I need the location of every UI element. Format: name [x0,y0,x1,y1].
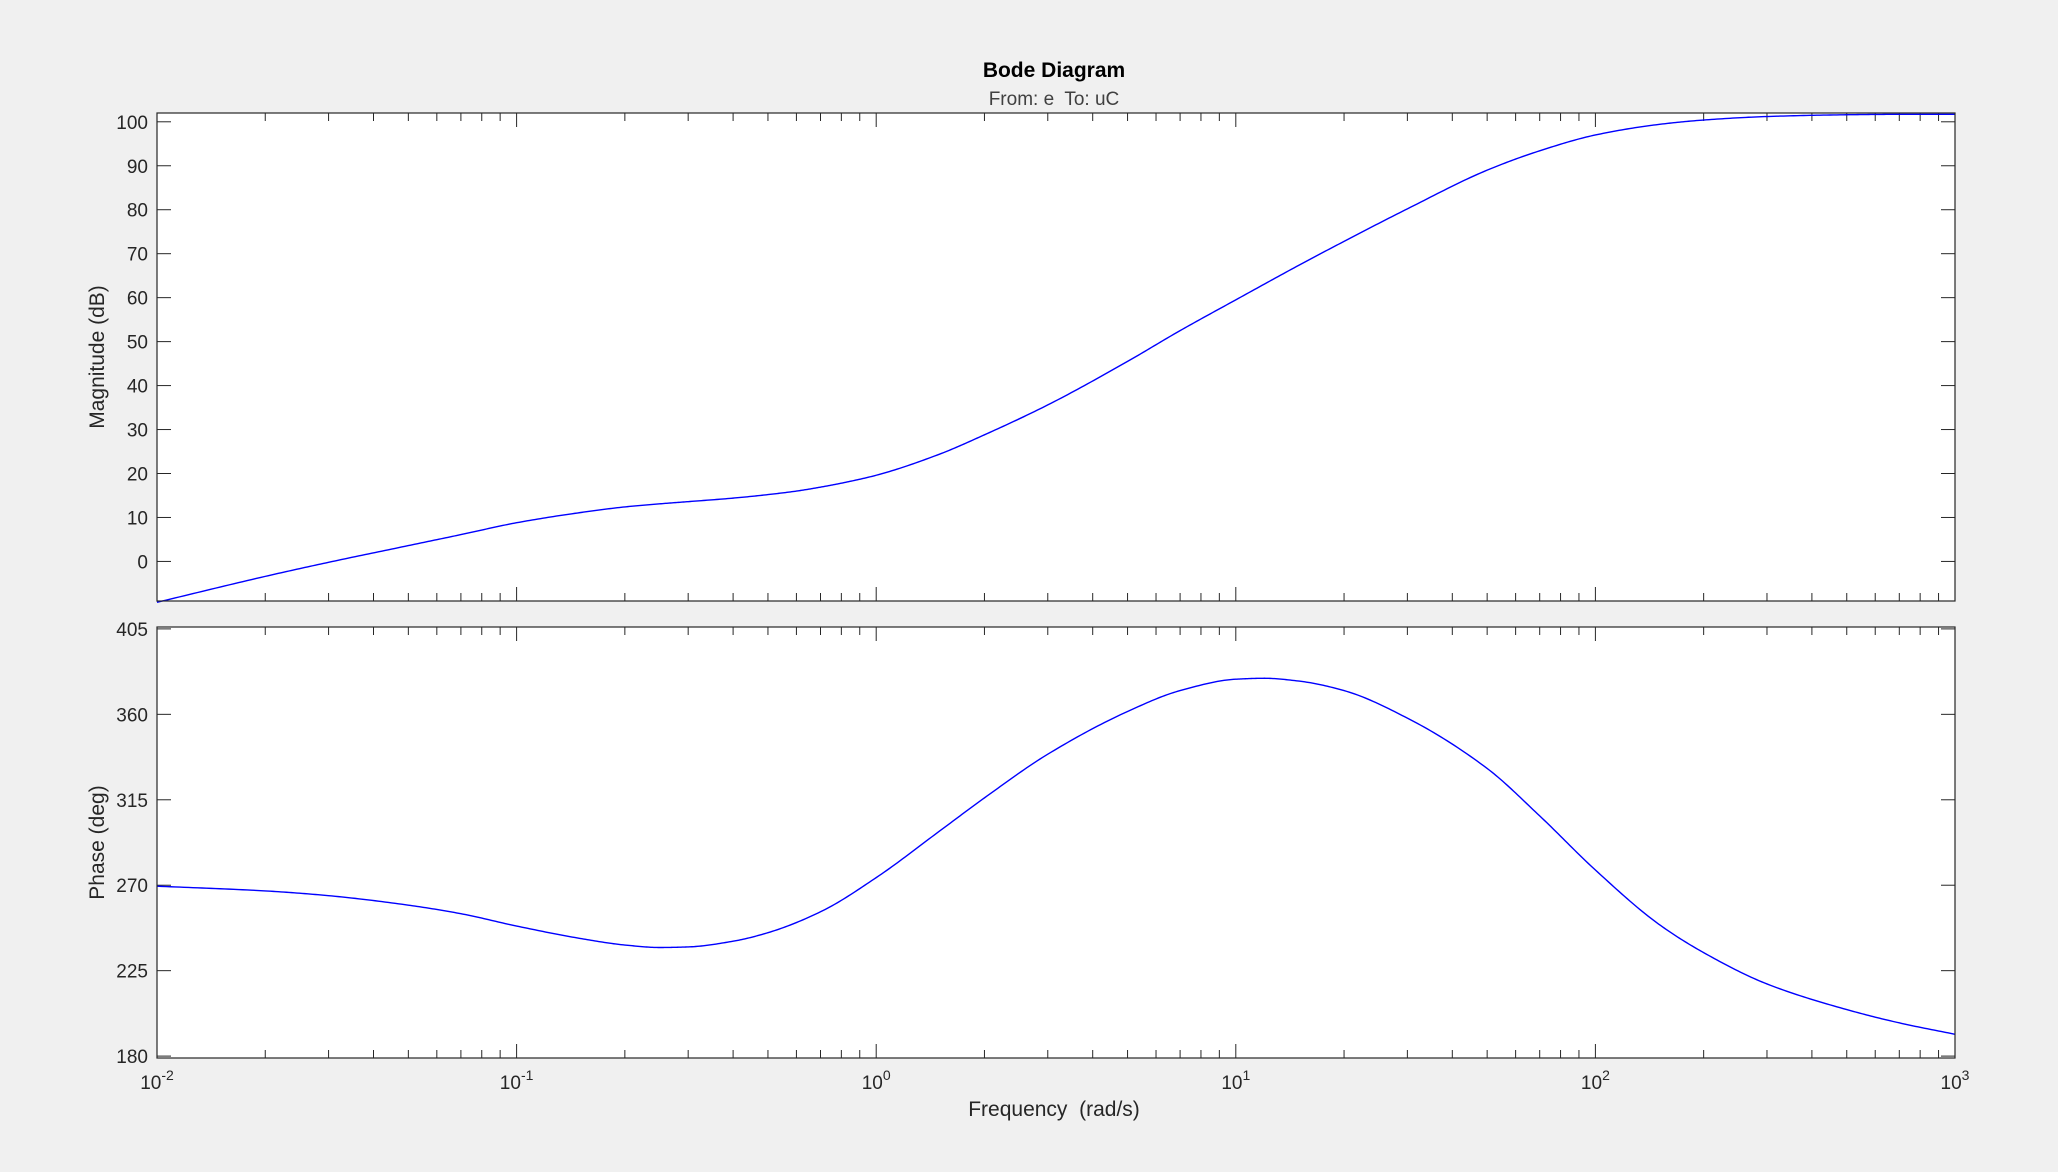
y-tick-label: 30 [127,421,148,442]
x-tick-labels: 10-2 10-1 100 101 102 103 [140,1067,1969,1094]
y-tick-label: 50 [127,333,148,354]
plot-area [157,113,1955,601]
y-tick-label: 80 [127,201,148,222]
y-tick-label: 270 [116,876,148,897]
y-axis-label: Magnitude (dB) [86,285,109,429]
x-tick-label: 103 [1941,1067,1970,1094]
axes-box [156,112,1956,602]
y-tick-label: 0 [137,552,148,573]
figure-title: Bode Diagram [983,59,1125,82]
magnitude-plot: 0 10 20 30 40 50 60 70 80 90 100 Magnitude (dB) [86,112,1956,604]
y-tick-label: 40 [127,377,148,398]
y-axis: 0 10 20 30 40 50 60 70 80 90 100 [116,113,1955,573]
y-tick-label: 90 [127,157,148,178]
figure-subtitle: From: e To: uC [989,89,1120,110]
y-tick-label: 70 [127,245,148,266]
axes-box [156,626,1956,1059]
y-tick-label: 10 [127,508,148,529]
x-tick-label: 102 [1581,1067,1610,1094]
x-tick-label: 101 [1221,1067,1250,1094]
y-axis: 180 225 270 315 360 405 [116,620,1955,1068]
y-axis-label: Phase (deg) [86,785,109,899]
y-tick-label: 360 [116,705,148,726]
y-tick-label: 225 [116,962,148,983]
y-tick-label: 405 [116,620,148,641]
y-tick-label: 315 [116,791,148,812]
magnitude-series-line [156,113,1955,604]
y-tick-label: 60 [127,289,148,310]
x-tick-label: 100 [862,1067,891,1094]
phase-series-line [156,677,1956,1035]
x-tick-label: 10-1 [500,1067,534,1094]
y-tick-label: 20 [127,465,148,486]
plot-area [157,627,1955,1058]
y-tick-label: 100 [116,113,148,134]
y-tick-label: 180 [116,1047,148,1068]
x-axis-label: Frequency (rad/s) [968,1098,1140,1121]
phase-plot: 180 225 270 315 360 405 Phase (deg) 10-2 10-1 100… [86,620,1970,1094]
x-tick-label: 10-2 [140,1067,174,1094]
